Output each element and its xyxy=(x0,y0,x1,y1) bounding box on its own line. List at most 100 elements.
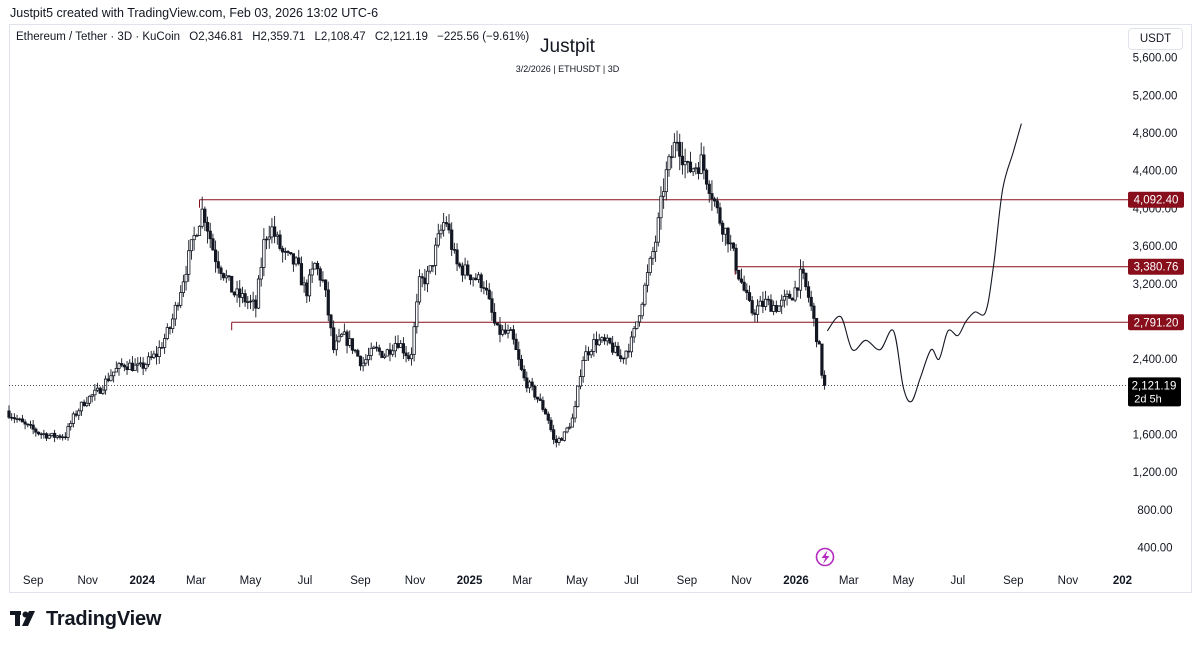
candle xyxy=(452,249,456,251)
candle xyxy=(812,305,816,319)
candle xyxy=(702,154,706,171)
candle xyxy=(525,377,529,389)
candle xyxy=(315,262,320,270)
candle xyxy=(299,263,304,286)
symbol-legend: Ethereum / Tether · 3D · KuCoin O2,346.8… xyxy=(16,31,529,43)
candle xyxy=(493,311,497,324)
candle xyxy=(246,301,250,303)
currency-button[interactable]: USDT xyxy=(1128,28,1183,50)
candle xyxy=(796,287,800,291)
candle xyxy=(688,161,693,173)
candle xyxy=(329,314,333,329)
candle xyxy=(189,239,194,252)
candle xyxy=(737,269,741,280)
candle xyxy=(501,329,505,335)
candle xyxy=(436,233,440,246)
candle xyxy=(463,264,467,276)
candle xyxy=(120,363,124,366)
candle xyxy=(801,268,805,274)
candle xyxy=(522,369,526,379)
candle xyxy=(109,375,113,382)
candle xyxy=(235,288,239,296)
change-value: −225.56 (−9.61%) xyxy=(437,31,530,43)
candle xyxy=(423,277,427,285)
candle xyxy=(114,368,118,373)
y-tick-label: 1,200.00 xyxy=(1133,467,1178,479)
symbol-name[interactable]: Ethereum / Tether · 3D · KuCoin xyxy=(16,31,181,43)
projection-line xyxy=(826,123,1022,403)
candle xyxy=(670,156,674,158)
candle xyxy=(546,413,550,421)
candle xyxy=(562,431,566,441)
candle xyxy=(442,222,446,231)
candle xyxy=(85,402,89,407)
candle xyxy=(420,276,424,279)
candle xyxy=(557,438,561,443)
candle xyxy=(291,253,295,265)
candle xyxy=(262,239,266,268)
candle xyxy=(173,304,177,320)
tradingview-logo-text: TradingView xyxy=(46,607,162,630)
x-tick-label: Sep xyxy=(23,575,43,587)
candle xyxy=(399,343,403,348)
candle xyxy=(433,244,438,266)
candle xyxy=(772,305,776,312)
candle xyxy=(425,270,430,285)
candle xyxy=(101,389,105,394)
candle xyxy=(611,342,615,353)
current-price-label: 2,121.19 xyxy=(1132,380,1177,392)
candle xyxy=(321,279,325,282)
candle xyxy=(750,300,754,314)
x-tick-label: Nov xyxy=(731,575,752,587)
candle xyxy=(533,385,537,398)
candle xyxy=(270,226,274,238)
candle xyxy=(613,345,617,353)
candle xyxy=(176,304,180,307)
candle xyxy=(729,242,733,245)
y-tick-label: 5,200.00 xyxy=(1133,90,1178,102)
candle xyxy=(476,274,481,280)
y-tick-label: 4,400.00 xyxy=(1133,166,1178,178)
event-marker-icon[interactable] xyxy=(815,547,835,567)
candle xyxy=(302,282,306,286)
candle xyxy=(777,305,781,312)
candle xyxy=(428,265,432,272)
candle xyxy=(766,298,770,301)
candle xyxy=(278,234,282,249)
candle xyxy=(74,413,78,416)
y-tick-label: 1,600.00 xyxy=(1133,429,1178,441)
candle xyxy=(498,324,502,335)
candle xyxy=(691,168,695,173)
candle xyxy=(230,275,234,293)
x-tick-label: Jul xyxy=(951,575,966,587)
candle xyxy=(806,286,811,298)
candle xyxy=(87,395,92,404)
candle xyxy=(412,326,416,355)
candle xyxy=(637,315,642,323)
candle xyxy=(683,161,687,166)
candle xyxy=(31,424,35,430)
candle xyxy=(179,292,183,306)
x-tick-label: May xyxy=(892,575,914,587)
candle xyxy=(20,418,25,423)
candle xyxy=(273,226,277,237)
candle xyxy=(385,349,389,357)
x-tick-label: 2024 xyxy=(129,575,155,587)
low-value: L2,108.47 xyxy=(314,31,366,43)
candle xyxy=(197,225,202,236)
candle xyxy=(205,222,210,232)
candle xyxy=(238,288,242,298)
candle xyxy=(294,257,298,265)
candle xyxy=(53,432,57,438)
candle xyxy=(780,299,784,307)
candle xyxy=(125,366,129,370)
tradingview-logo[interactable]: TradingView xyxy=(10,606,161,632)
candle xyxy=(77,410,81,416)
candle xyxy=(511,329,515,340)
candle xyxy=(332,327,336,351)
candle xyxy=(482,287,486,289)
candle xyxy=(731,242,735,249)
candle xyxy=(149,356,153,358)
candle xyxy=(490,298,494,313)
